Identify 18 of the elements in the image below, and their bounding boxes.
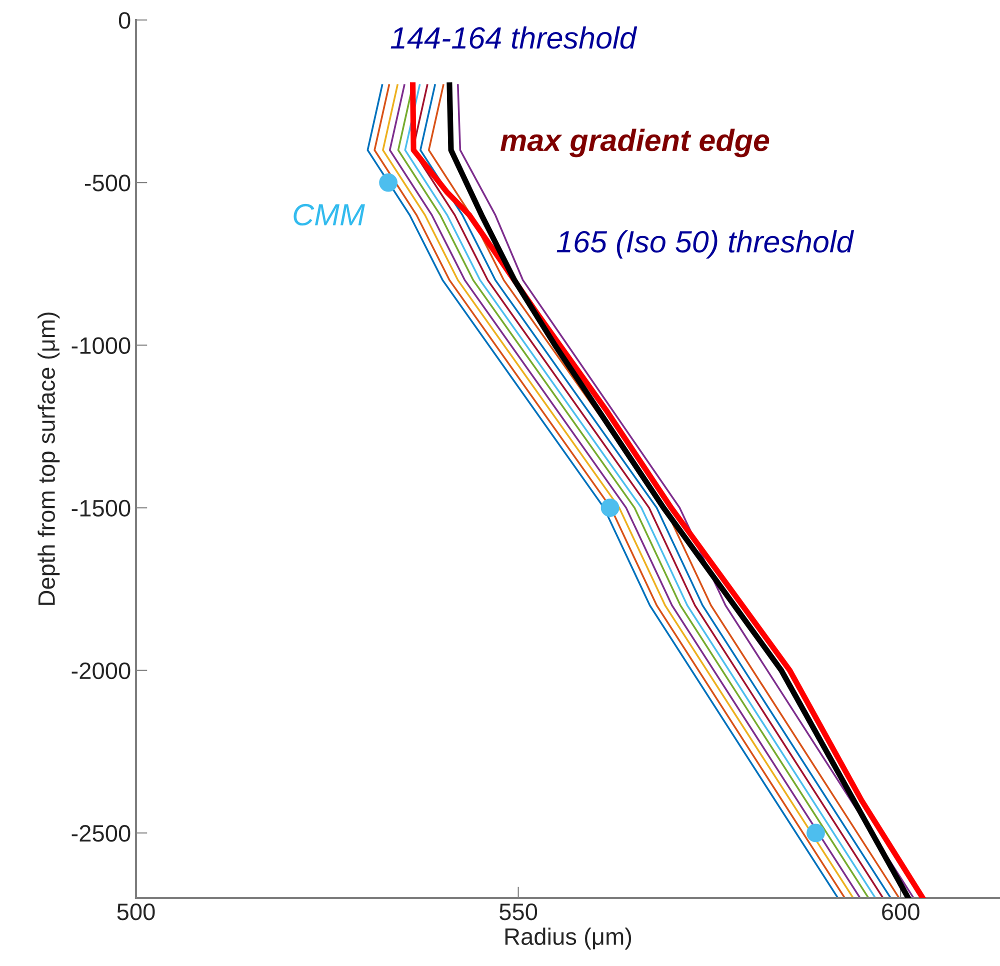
point [379,173,398,192]
y-tick-label: -2000 [72,662,130,680]
y-axis-title: Depth from top surface (μm) [38,312,60,605]
point [806,824,825,842]
y-tick-label: -1000 [72,337,130,354]
annotation: 144-164 threshold [390,26,638,49]
y-tick-label: -1500 [72,500,130,517]
annotation: CMM [294,204,365,226]
y-tick-label: -2500 [72,825,130,842]
x-tick-label: 550 [500,903,538,920]
x-tick-label: 500 [117,903,155,920]
x-axis-title: Radius (μm) [505,928,632,950]
annotation: max gradient edge [500,128,770,158]
y-tick-label: 0 [118,12,130,29]
x-tick-label: 600 [882,903,920,920]
annotation: 165 (Iso 50) threshold [556,230,854,259]
y-tick-label: -500 [84,174,130,192]
point [600,498,620,517]
